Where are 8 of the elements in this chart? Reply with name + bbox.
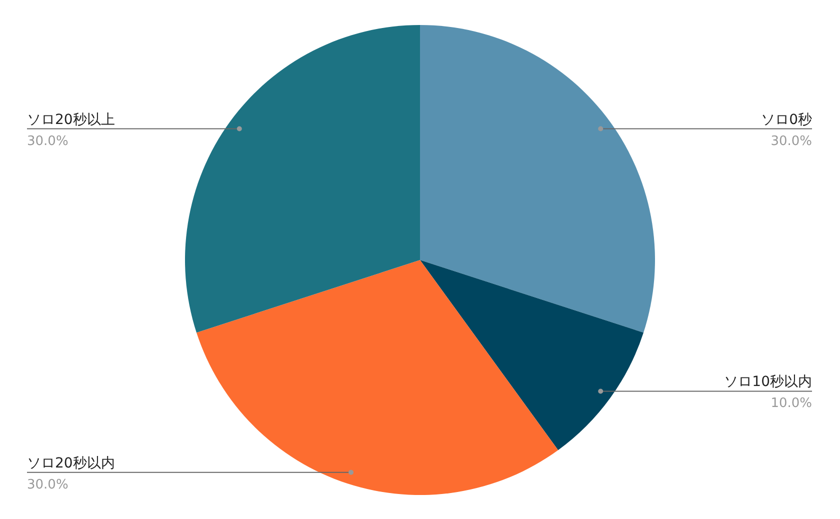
data-label: 10.0% xyxy=(770,396,812,412)
data-label: 30.0% xyxy=(27,477,68,492)
data-label: 30.0% xyxy=(770,134,812,149)
data-label: 30.0% xyxy=(27,134,68,149)
slice-label: ソロ20秒以上 xyxy=(27,112,115,128)
slice-label: ソロ0秒 xyxy=(761,112,812,128)
slice-label: ソロ10秒以内 xyxy=(724,374,812,390)
slice-label: ソロ20秒以内 xyxy=(27,455,115,472)
